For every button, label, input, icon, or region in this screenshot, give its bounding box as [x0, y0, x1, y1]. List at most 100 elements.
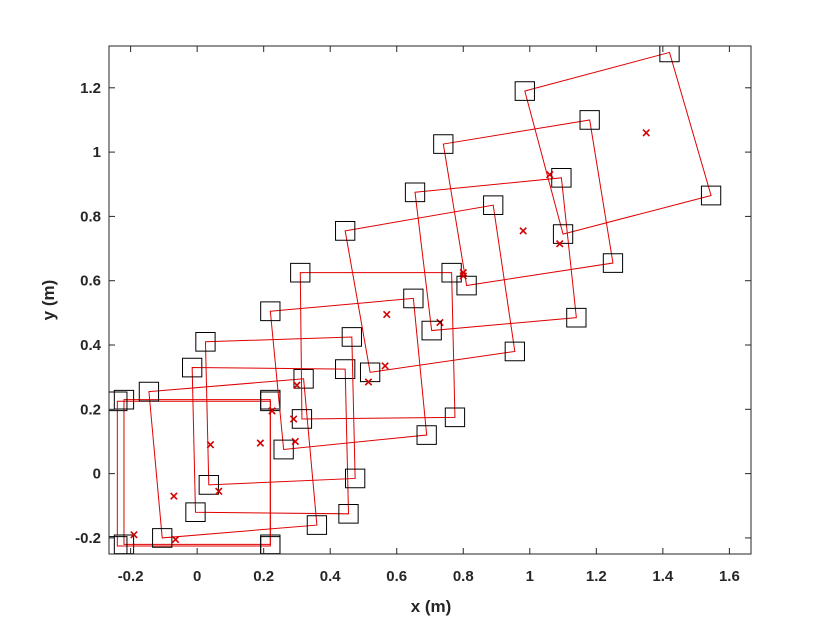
pose-frame-8	[381, 167, 587, 370]
y-tick-label-3: 0.4	[80, 337, 102, 354]
corner-square-8-0	[404, 182, 426, 203]
x-tick-label-9: 1.6	[719, 568, 740, 585]
cross-marker-8-1	[519, 227, 527, 235]
corner-square-6-2	[444, 407, 466, 428]
corner-square-5-1	[403, 288, 424, 309]
corner-square-9-2	[602, 253, 624, 273]
corner-square-5-2	[416, 425, 437, 445]
pose-frame-9	[433, 110, 624, 296]
corner-square-2-3	[152, 528, 173, 548]
pose-outline-8	[414, 177, 577, 332]
x-axis-label: x (m)	[411, 597, 452, 616]
pose-outline-9	[442, 119, 614, 287]
corner-square-4-1	[341, 327, 362, 347]
corner-square-10-3	[552, 224, 574, 244]
corner-square-4-3	[198, 475, 219, 495]
x-tick-label-4: 0.6	[386, 568, 407, 585]
x-tick-label-2: 0.2	[253, 568, 274, 585]
corner-square-1-0	[109, 391, 128, 412]
y-tick-label-7: 1.2	[80, 80, 101, 97]
axes-box	[108, 45, 752, 555]
y-tick-label-5: 0.8	[80, 208, 101, 225]
x-tick-label-8: 1.4	[652, 568, 674, 585]
corner-square-4-2	[345, 468, 366, 489]
cross-marker-7-0	[364, 378, 373, 386]
x-tick-label-0: -0.2	[118, 568, 144, 585]
corner-square-8-2	[566, 307, 587, 328]
corner-square-9-1	[579, 110, 600, 130]
pose-outline-7	[344, 204, 516, 373]
corner-square-2-2	[306, 515, 328, 535]
cross-marker-6-0	[289, 415, 298, 423]
cross-marker-9-0	[459, 272, 468, 280]
cross-marker-1-0	[130, 530, 138, 539]
plot-content	[109, 46, 722, 554]
cross-marker-10-1	[642, 129, 650, 137]
pose-outline-5	[269, 297, 428, 451]
pose-outline-6	[299, 272, 456, 420]
cross-marker-3-1	[268, 407, 276, 415]
cross-marker-5-0	[291, 437, 300, 446]
y-tick-label-6: 1	[93, 144, 101, 161]
corner-square-7-2	[504, 341, 525, 362]
y-axis-label: y (m)	[39, 280, 58, 321]
corner-square-6-0	[290, 262, 311, 283]
cross-marker-4-1	[293, 381, 301, 389]
x-tick-label-1: 0	[193, 568, 201, 585]
cross-marker-4-0	[215, 487, 223, 496]
x-tick-label-7: 1.2	[586, 568, 607, 585]
corner-square-10-0	[514, 81, 535, 101]
corner-square-5-0	[260, 301, 281, 322]
corner-square-10-2	[700, 185, 722, 206]
pose-outline-4	[204, 336, 356, 486]
x-tick-label-6: 1	[526, 568, 534, 585]
corner-square-3-2	[338, 503, 359, 524]
x-tick-label-3: 0.4	[320, 568, 342, 585]
pose-frame-7	[335, 195, 525, 386]
y-tick-label-1: 0	[93, 466, 101, 483]
y-tick-label-0: -0.2	[75, 530, 101, 547]
axes-layer: -0.2 0 0.2 0.4 0.6 0.8 1 1.2 1.4 1.6 -0.2 0 0.2 0.4 0.…	[75, 45, 752, 585]
pose-outline-2	[148, 378, 318, 539]
cross-marker-3-0	[170, 492, 178, 500]
cross-marker-2-1	[256, 439, 265, 447]
corner-square-4-0	[195, 331, 216, 352]
corner-square-1-2	[260, 536, 281, 554]
pose-frame-10	[514, 46, 722, 248]
pose-outline-10	[524, 51, 712, 235]
corner-square-1-3	[109, 536, 128, 554]
corner-square-7-0	[335, 221, 356, 241]
y-tick-label-4: 0.6	[80, 273, 101, 290]
pose-frame-6	[289, 262, 466, 429]
corner-square-9-3	[456, 275, 477, 296]
cross-marker-5-1	[382, 310, 391, 319]
pose-frame-4	[195, 327, 366, 496]
pose-frame-3	[170, 357, 359, 524]
corner-square-2-1	[293, 368, 314, 389]
cross-marker-8-0	[381, 362, 389, 370]
corner-square-8-3	[421, 320, 442, 341]
corner-square-8-1	[551, 167, 572, 188]
pose-frame-5	[260, 288, 437, 460]
corner-square-10-1	[659, 46, 680, 63]
corner-square-3-1	[335, 359, 356, 379]
corner-square-6-1	[441, 262, 462, 283]
corner-square-3-3	[185, 502, 206, 523]
pose-outline-1	[116, 400, 271, 547]
corner-square-7-3	[359, 362, 381, 383]
cross-marker-10-0	[555, 239, 564, 248]
pose-frame-2	[138, 368, 328, 548]
corner-square-3-0	[182, 357, 203, 378]
corner-square-2-0	[138, 381, 160, 402]
pose-frame-1	[109, 391, 281, 554]
y-tick-label-2: 0.2	[80, 401, 101, 418]
pose-outline-3	[191, 367, 350, 515]
cross-marker-6-1	[436, 318, 444, 327]
corner-square-9-0	[433, 134, 454, 154]
x-tick-label-5: 0.8	[453, 568, 474, 585]
corner-square-1-1	[260, 391, 281, 412]
corner-square-7-1	[483, 195, 504, 215]
cross-marker-2-0	[171, 535, 180, 544]
